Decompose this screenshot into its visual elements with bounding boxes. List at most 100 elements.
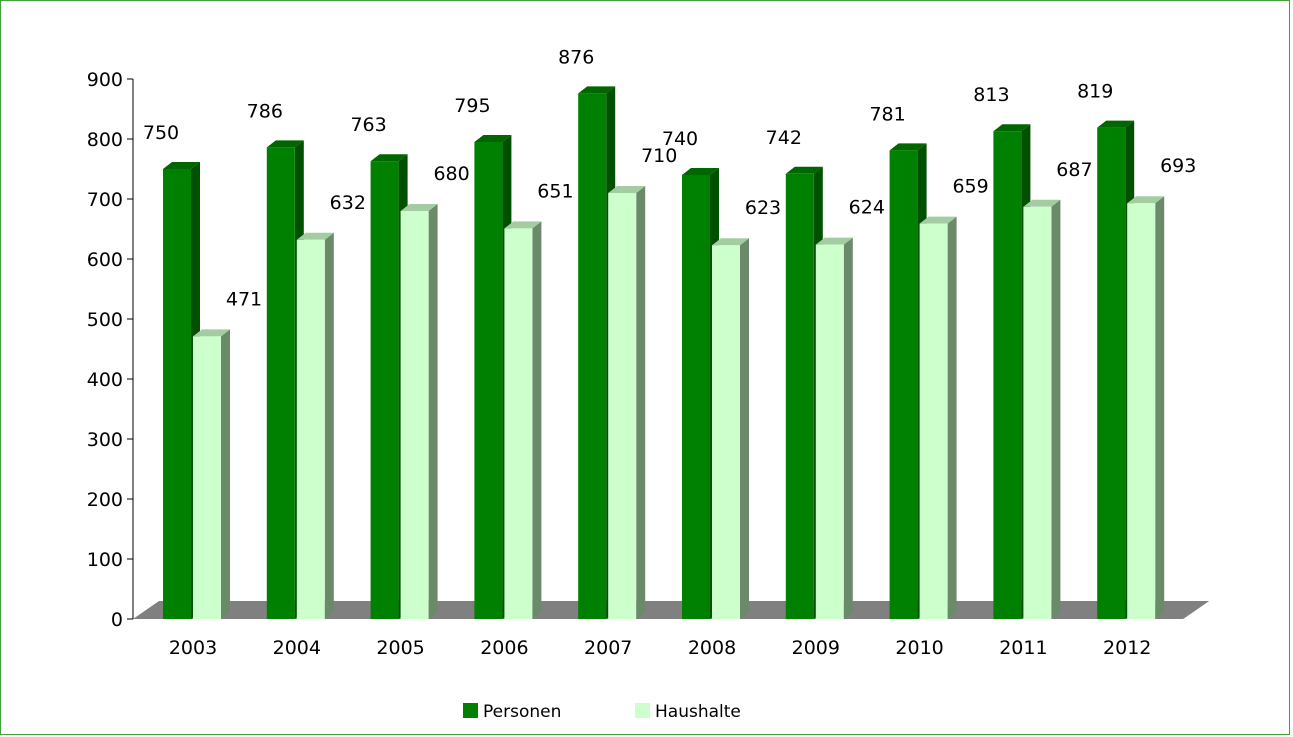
x-tick-label-2003: 2003	[169, 637, 217, 659]
bar-front	[296, 239, 325, 620]
bar-side	[636, 186, 646, 619]
data-label-haushalte-2003: 471	[226, 288, 262, 310]
bar-top	[993, 124, 1031, 132]
bar-front	[889, 150, 918, 619]
bar-top	[578, 86, 616, 94]
bar-top	[163, 162, 200, 169]
y-tick-label-200: 200	[87, 489, 123, 511]
legend-label-haushalte: Haushalte	[655, 702, 741, 722]
x-tick-label-2012: 2012	[1103, 637, 1151, 659]
bar-side	[428, 204, 438, 619]
bar-top	[370, 154, 408, 162]
bar-top	[1127, 196, 1165, 204]
bar-front	[712, 245, 740, 619]
data-label-personen-2010: 781	[869, 103, 905, 125]
bar-haushalte-2012	[1127, 196, 1165, 619]
bar-side	[1051, 199, 1061, 620]
bar-haushalte-2008	[712, 238, 749, 619]
bar-side	[324, 232, 334, 620]
x-tick-label-2006: 2006	[480, 637, 528, 659]
bar-top	[1023, 199, 1061, 207]
bar-top	[712, 238, 749, 246]
bar-side	[740, 238, 749, 619]
bar-front	[266, 147, 295, 619]
data-label-haushalte-2010: 659	[952, 176, 988, 198]
bar-top	[682, 168, 719, 175]
bar-haushalte-2004	[296, 232, 334, 620]
bar-top	[296, 232, 334, 240]
bar-haushalte-2005	[400, 204, 438, 619]
bar-front	[919, 223, 948, 619]
bar-top	[266, 140, 304, 148]
bar-front	[1097, 127, 1126, 619]
bar-side	[843, 237, 853, 619]
legend-swatch-personen	[463, 703, 478, 718]
data-label-personen-2005: 763	[350, 114, 386, 136]
bar-top	[400, 204, 438, 211]
data-label-personen-2007: 876	[558, 46, 594, 68]
legend-item-haushalte: Haushalte	[635, 702, 741, 722]
x-tick-label-2004: 2004	[273, 637, 321, 659]
y-tick-label-100: 100	[87, 549, 123, 571]
data-label-haushalte-2006: 651	[537, 180, 573, 202]
bar-front	[400, 211, 429, 619]
bar-front	[785, 173, 814, 620]
data-label-personen-2006: 795	[454, 95, 490, 117]
bar-top	[504, 221, 542, 229]
y-tick-label-800: 800	[87, 129, 123, 151]
bar-haushalte-2003	[193, 329, 230, 619]
data-label-personen-2009: 742	[766, 127, 802, 149]
data-label-haushalte-2011: 687	[1056, 159, 1092, 181]
bar-front	[608, 193, 637, 619]
bar-front	[815, 244, 844, 619]
y-tick-label-600: 600	[87, 249, 123, 271]
y-tick-label-0: 0	[111, 609, 123, 631]
bar-front	[163, 169, 191, 619]
data-label-haushalte-2009: 624	[849, 197, 885, 219]
bar-top	[889, 143, 927, 151]
x-tick-label-2007: 2007	[584, 637, 632, 659]
bar-top	[1097, 120, 1135, 128]
bar-front	[193, 336, 221, 619]
bar-side	[947, 216, 957, 619]
x-tick-label-2005: 2005	[376, 637, 424, 659]
bar-haushalte-2009	[815, 237, 853, 619]
bar-top	[608, 186, 646, 193]
bar-front	[993, 131, 1022, 619]
legend-swatch-haushalte	[635, 703, 650, 718]
y-tick-label-900: 900	[87, 69, 123, 91]
bar-haushalte-2006	[504, 221, 542, 619]
bar-top	[785, 166, 823, 174]
bar-side	[1155, 196, 1165, 619]
bar-top	[193, 329, 230, 337]
data-label-haushalte-2007: 710	[641, 145, 677, 167]
bar-side	[221, 329, 230, 619]
bar-front	[474, 142, 503, 619]
bar-side	[532, 221, 542, 619]
y-tick-label-700: 700	[87, 189, 123, 211]
data-label-haushalte-2008: 623	[745, 197, 781, 219]
bar-haushalte-2011	[1023, 199, 1061, 620]
legend-label-personen: Personen	[483, 702, 561, 722]
data-label-personen-2003: 750	[143, 122, 179, 144]
bar-front	[682, 175, 710, 619]
x-tick-label-2011: 2011	[999, 637, 1047, 659]
x-tick-label-2009: 2009	[792, 637, 840, 659]
y-tick-label-400: 400	[87, 369, 123, 391]
legend-item-personen: Personen	[463, 702, 561, 722]
bar-front	[370, 161, 399, 619]
y-tick-label-300: 300	[87, 429, 123, 451]
data-label-haushalte-2004: 632	[330, 192, 366, 214]
bar-top	[815, 237, 853, 245]
bar-front	[504, 228, 533, 619]
data-label-personen-2011: 813	[973, 84, 1009, 106]
data-label-personen-2008: 740	[662, 128, 698, 150]
x-tick-label-2008: 2008	[688, 637, 736, 659]
data-label-personen-2004: 786	[247, 100, 283, 122]
bar-front	[1023, 206, 1052, 620]
data-label-haushalte-2005: 680	[433, 163, 469, 185]
data-label-personen-2012: 819	[1077, 81, 1113, 103]
bar-haushalte-2010	[919, 216, 957, 619]
bar-top	[919, 216, 957, 224]
